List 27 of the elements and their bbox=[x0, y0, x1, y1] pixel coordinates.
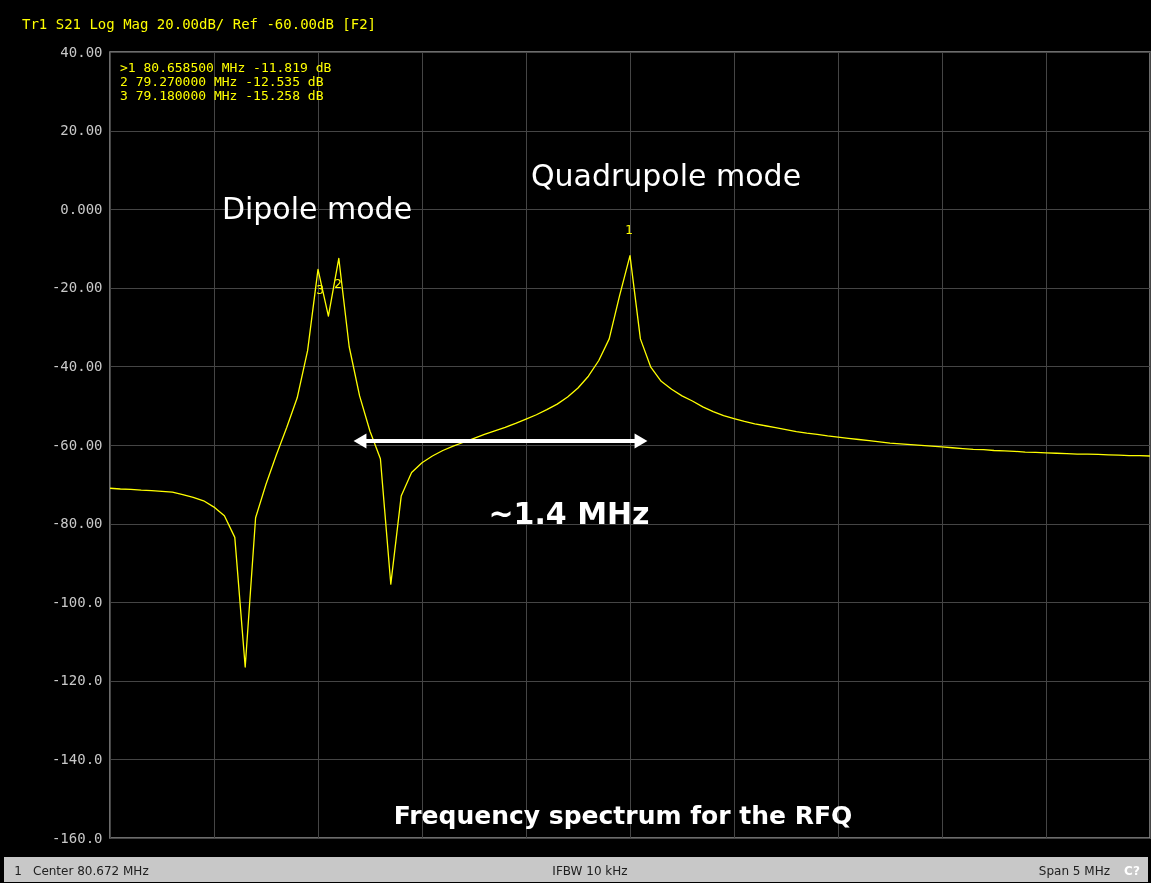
annotation: 3 79.180000 MHz -15.258 dB bbox=[120, 88, 324, 103]
y-tick-label: 40.00 bbox=[60, 43, 103, 60]
y-tick-label: 0.000 bbox=[60, 200, 103, 217]
text: Center 80.672 MHz bbox=[33, 864, 149, 878]
y-tick-label: -40.00 bbox=[51, 357, 103, 374]
y-tick-label: -60.00 bbox=[51, 436, 103, 453]
annotation: 2 bbox=[334, 277, 342, 291]
y-tick-label: -140.0 bbox=[51, 750, 103, 767]
annotation: ~1.4 MHz bbox=[488, 496, 650, 531]
y-tick-label: -20.00 bbox=[51, 279, 103, 296]
annotation: Dipole mode bbox=[221, 191, 413, 226]
line-series bbox=[110, 254, 1150, 668]
annotation: 1 bbox=[625, 223, 633, 237]
y-tick-label: -100.0 bbox=[51, 593, 103, 610]
y-tick-label: -120.0 bbox=[51, 672, 103, 689]
text: Tr1 S21 Log Mag 20.00dB/ Ref -60.00dB [F2] bbox=[22, 16, 377, 32]
y-tick-label: -160.0 bbox=[51, 829, 103, 846]
annotation: Frequency spectrum for the RFQ bbox=[393, 801, 853, 830]
annotation: 2 79.270000 MHz -12.535 dB bbox=[120, 74, 324, 89]
text: 1 bbox=[14, 864, 22, 878]
y-tick-label: -80.00 bbox=[51, 515, 103, 532]
annotation: 3 bbox=[316, 283, 324, 297]
annotation: Quadrupole mode bbox=[530, 158, 802, 193]
y-tick-label: 20.00 bbox=[60, 122, 103, 139]
text: IFBW 10 kHz bbox=[552, 864, 628, 878]
text: Span 5 MHz bbox=[1038, 864, 1110, 878]
annotation: >1 80.658500 MHz -11.819 dB bbox=[120, 60, 332, 75]
